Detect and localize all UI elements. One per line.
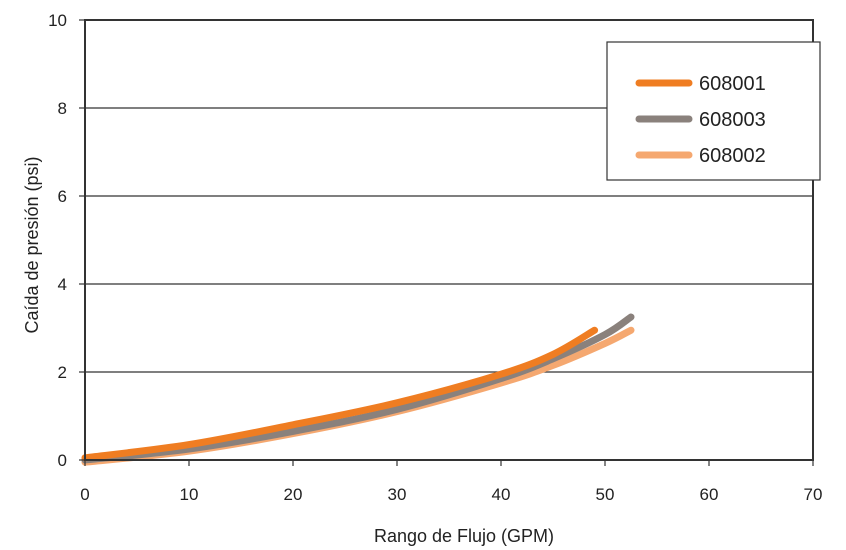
y-axis-ticks: 0 2 4 6 8 10 bbox=[48, 11, 85, 470]
series-line-608001 bbox=[81, 326, 599, 462]
x-tick-label: 50 bbox=[596, 485, 615, 504]
x-tick-label: 20 bbox=[284, 485, 303, 504]
x-axis-title: Rango de Flujo (GPM) bbox=[374, 526, 554, 546]
y-tick-label: 4 bbox=[58, 275, 67, 294]
legend-label: 608001 bbox=[699, 73, 766, 95]
plot-frame bbox=[84, 19, 814, 461]
x-tick-label: 40 bbox=[492, 485, 511, 504]
legend-label: 608003 bbox=[699, 109, 766, 131]
y-axis-title: Caída de presión (psi) bbox=[22, 156, 42, 333]
y-tick-label: 6 bbox=[58, 187, 67, 206]
x-tick-label: 30 bbox=[388, 485, 407, 504]
series-layer bbox=[81, 313, 635, 466]
y-tick-label: 8 bbox=[58, 99, 67, 118]
x-axis-ticks: 0 10 20 30 40 50 60 70 bbox=[80, 460, 822, 504]
legend: 608001 608003 608002 bbox=[606, 41, 821, 181]
series-line-608002 bbox=[81, 326, 635, 466]
series-line-608003 bbox=[81, 313, 635, 464]
legend-label: 608002 bbox=[699, 145, 766, 167]
y-tick-label: 2 bbox=[58, 363, 67, 382]
x-tick-label: 60 bbox=[700, 485, 719, 504]
x-tick-label: 0 bbox=[80, 485, 89, 504]
x-tick-label: 10 bbox=[180, 485, 199, 504]
y-tick-label: 0 bbox=[58, 451, 67, 470]
y-tick-label: 10 bbox=[48, 11, 67, 30]
x-tick-label: 70 bbox=[804, 485, 823, 504]
